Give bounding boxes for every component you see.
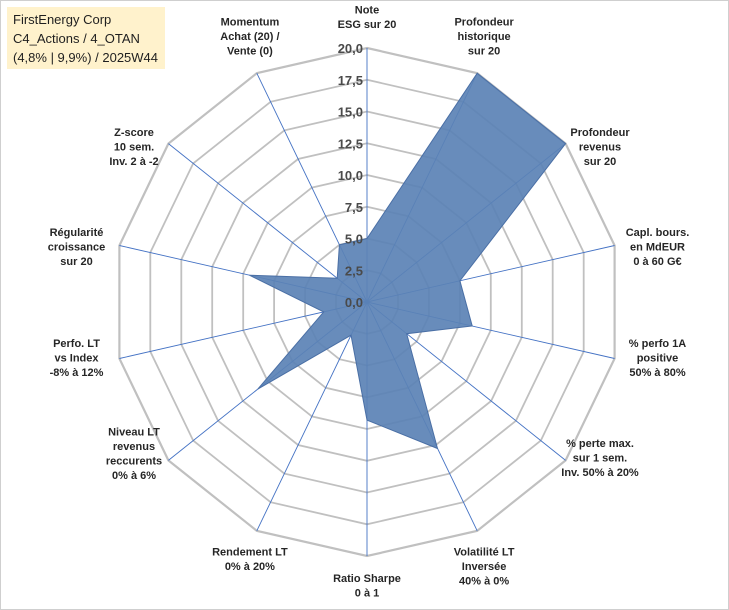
axis-label: Inversée [462, 561, 507, 573]
axis-label: Note [355, 5, 379, 17]
radar-series [249, 72, 567, 450]
axis-spoke [256, 301, 368, 531]
axis-label: revenus [113, 441, 155, 453]
tick-label: 17,5 [338, 73, 363, 88]
chart-title-box: FirstEnergy Corp C4_Actions / 4_OTAN (4,… [7, 7, 165, 69]
axis-label-group: Rendement LT 0% à 20% [212, 546, 288, 573]
tick-label: 7,5 [345, 200, 363, 215]
axis-label-group: Perfo. LT vs Index -8% à 12% [50, 338, 104, 379]
title-line-company: FirstEnergy Corp [13, 12, 112, 27]
axis-label: % perte max. [566, 438, 634, 450]
axis-label-group: Profondeur historique sur 20 [454, 17, 514, 58]
axis-label: vs Index [54, 353, 99, 365]
axis-label: historique [458, 31, 511, 43]
axis-label: Vente (0) [227, 46, 273, 58]
axis-label: positive [637, 353, 679, 365]
tick-label: 0,0 [345, 295, 363, 310]
tick-label: 2,5 [345, 263, 363, 278]
axis-label-group: Ratio Sharpe 0 à 1 [333, 573, 401, 600]
radar-axis-labels: Note ESG sur 20 Profondeur historique sur 20… [48, 5, 690, 600]
axis-label: sur 20 [584, 156, 616, 168]
axis-label-group: Z-score 10 sem. Inv. 2 à -2 [109, 127, 158, 168]
axis-label: en MdEUR [630, 242, 685, 254]
axis-label-group: Régularité croissance sur 20 [48, 227, 105, 268]
axis-label: Niveau LT [108, 426, 160, 438]
tick-label: 5,0 [345, 232, 363, 247]
axis-label: 40% à 0% [459, 575, 509, 587]
axis-label: 0 à 60 G€ [633, 256, 681, 268]
axis-label: Capl. bours. [626, 227, 690, 239]
tick-label: 10,0 [338, 168, 363, 183]
axis-label: Ratio Sharpe [333, 573, 401, 585]
axis-label-group: % perfo 1A positive 50% à 80% [629, 338, 687, 379]
axis-label-group: Volatilité LT Inversée 40% à 0% [454, 546, 515, 587]
axis-label: 0% à 20% [225, 561, 275, 573]
axis-label: Profondeur [570, 127, 630, 139]
axis-label: Z-score [114, 127, 154, 139]
axis-label-group: Momentum Achat (20) / Vente (0) [220, 17, 279, 58]
axis-label: -8% à 12% [50, 367, 104, 379]
axis-label: revenus [579, 141, 621, 153]
title-line-period: (4,8% | 9,9%) / 2025W44 [13, 50, 159, 65]
axis-label: croissance [48, 242, 105, 254]
axis-label: 0% à 6% [112, 470, 156, 482]
tick-label: 12,5 [338, 136, 363, 151]
axis-label: Perfo. LT [53, 338, 100, 350]
axis-label: sur 20 [468, 46, 500, 58]
axis-label: sur 1 sem. [573, 453, 627, 465]
axis-label: reccurents [106, 455, 162, 467]
axis-label: 10 sem. [114, 141, 154, 153]
axis-label: sur 20 [60, 256, 92, 268]
title-line-category: C4_Actions / 4_OTAN [13, 31, 140, 46]
axis-label: Momentum [221, 17, 280, 29]
axis-label: Volatilité LT [454, 546, 515, 558]
axis-label: Inv. 50% à 20% [561, 467, 639, 479]
axis-label: Profondeur [454, 17, 514, 29]
axis-label-group: Capl. bours. en MdEUR 0 à 60 G€ [626, 227, 690, 268]
axis-label: % perfo 1A [629, 338, 687, 350]
axis-label: ESG sur 20 [338, 19, 397, 31]
axis-label: Inv. 2 à -2 [109, 156, 158, 168]
axis-label: Régularité [50, 227, 104, 239]
axis-label-group: Profondeur revenus sur 20 [570, 127, 630, 168]
axis-spoke [168, 143, 368, 303]
series-area [249, 72, 567, 450]
axis-label: Achat (20) / [220, 31, 279, 43]
axis-label: 0 à 1 [355, 588, 379, 600]
axis-label-group: Note ESG sur 20 [338, 5, 397, 32]
axis-label: 50% à 80% [629, 367, 685, 379]
axis-label-group: Niveau LT revenus reccurents 0% à 6% [106, 426, 162, 482]
radar-tick-labels: 0,0 2,5 5,0 7,5 10,0 12,5 15,0 17,5 20,0 [338, 41, 363, 310]
tick-label: 20,0 [338, 41, 363, 56]
axis-label: Rendement LT [212, 546, 288, 558]
axis-label-group: % perte max. sur 1 sem. Inv. 50% à 20% [561, 438, 639, 479]
tick-label: 15,0 [338, 105, 363, 120]
